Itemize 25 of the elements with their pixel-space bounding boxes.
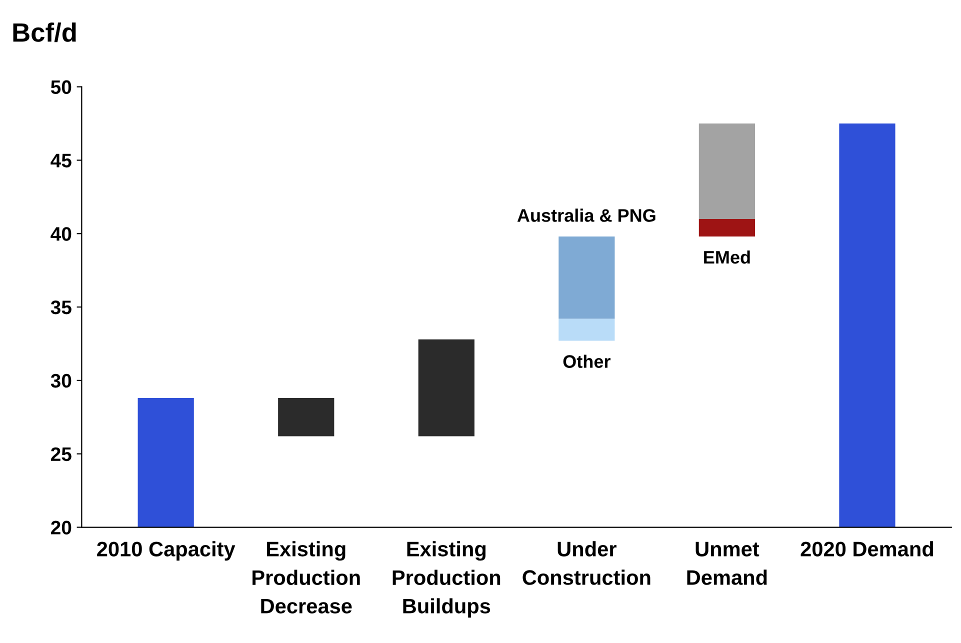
series-label: Other xyxy=(563,354,610,368)
y-tick-label: 50 xyxy=(50,80,72,94)
bar xyxy=(698,218,756,237)
y-axis-title: Bcf/d xyxy=(13,22,76,42)
x-tick-label: Under Construction xyxy=(522,541,650,585)
series-label: Australia & PNG xyxy=(517,208,656,222)
bar xyxy=(698,124,756,219)
x-tick-label: 2010 Capacity xyxy=(97,541,236,561)
bar xyxy=(558,318,615,341)
x-tick-label: 2020 Demand xyxy=(800,541,934,556)
series-label: EMed xyxy=(704,250,750,264)
x-tick-label: Existing Production Decrease xyxy=(252,541,360,614)
bar xyxy=(138,398,194,528)
bar xyxy=(418,339,474,436)
y-tick-label: 35 xyxy=(50,300,72,314)
x-tick-label: Existing Production Buildups xyxy=(392,541,500,618)
bar xyxy=(558,236,615,319)
y-tick-label: 30 xyxy=(50,374,72,388)
bar xyxy=(839,124,896,528)
y-tick-label: 40 xyxy=(50,227,72,241)
x-tick-label: Unmet Demand xyxy=(687,542,767,585)
bar xyxy=(278,398,334,436)
y-tick-label: 45 xyxy=(50,154,72,168)
y-tick-label: 25 xyxy=(51,447,72,462)
y-tick-label: 20 xyxy=(51,520,72,534)
